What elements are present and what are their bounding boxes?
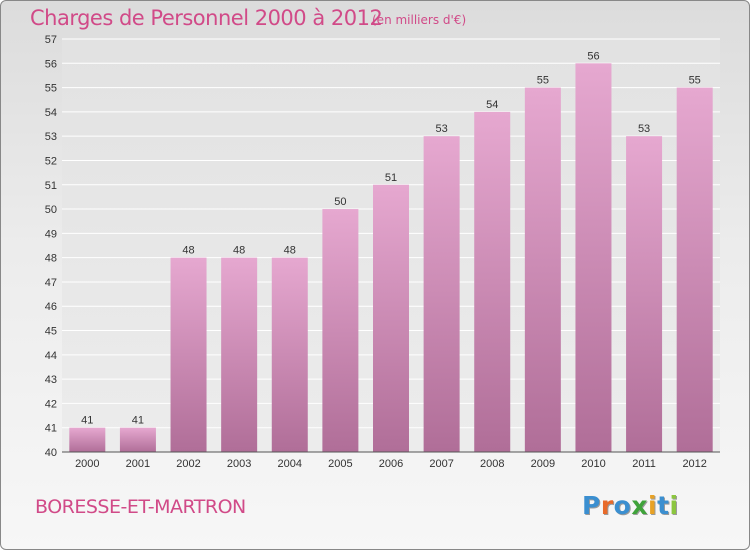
bar [119,427,156,452]
x-tick-label: 2009 [531,458,555,470]
bars [69,63,713,453]
y-tick-label: 47 [45,277,57,289]
x-tick-label: 2005 [328,458,352,470]
data-labels: 41 41 48 48 48 50 51 53 54 55 56 53 55 [81,50,701,426]
bar [221,257,258,452]
x-tick-label: 2008 [480,458,504,470]
y-tick-label: 54 [45,107,57,119]
x-tick-label: 2006 [379,458,403,470]
data-label: 51 [385,172,397,184]
x-tick-label: 2002 [176,458,200,470]
x-tick-label: 2004 [278,458,302,470]
logo-letter: i [669,491,679,520]
bar [170,257,207,452]
data-label: 53 [435,123,447,135]
data-label: 48 [233,245,245,257]
x-axis-labels: 2000 2001 2002 2003 2004 2005 2006 2007 2008 2009… [75,458,707,470]
y-tick-label: 46 [45,301,57,313]
y-tick-label: 53 [45,131,57,143]
data-label: 48 [182,245,194,257]
x-tick-label: 2011 [632,458,656,470]
data-label: 50 [334,196,346,208]
y-tick-label: 48 [45,253,57,265]
logo-letter: i [648,491,658,520]
y-tick-label: 55 [45,83,57,95]
y-tick-label: 45 [45,326,57,338]
x-tick-label: 2000 [75,458,99,470]
x-tick-label: 2001 [126,458,150,470]
data-label: 54 [486,99,498,111]
data-label: 55 [537,75,549,87]
x-tick-label: 2003 [227,458,251,470]
logo-letter: x [631,491,648,520]
data-label: 48 [284,245,296,257]
data-label: 41 [132,415,144,427]
data-label: 56 [587,50,599,62]
y-tick-label: 40 [45,447,57,459]
chart-subtitle: (en milliers d'€) [372,13,467,27]
x-tick-label: 2010 [581,458,605,470]
bar [575,63,612,452]
y-tick-label: 41 [45,423,57,435]
bar [626,136,663,453]
logo-letter: t [657,491,670,520]
logo-letter: o [613,491,632,520]
y-tick-label: 49 [45,228,57,240]
x-tick-label: 2007 [429,458,453,470]
bar [524,87,561,453]
data-label: 53 [638,123,650,135]
data-label: 55 [689,75,701,87]
data-label: 41 [81,415,93,427]
chart-title: Charges de Personnel 2000 à 2012 [30,6,383,30]
commune-name: BORESSE-ET-MARTRON [35,496,246,518]
y-tick-label: 50 [45,204,57,216]
logo-letter: r [600,491,614,520]
bar [271,257,308,452]
y-tick-label: 52 [45,155,57,167]
y-tick-label: 56 [45,58,57,70]
logo-letter: P [582,491,601,520]
y-axis-labels: 40 41 42 43 44 45 46 47 48 49 50 51 52 53 54 55 56 57 [45,34,57,459]
y-tick-label: 51 [45,180,57,192]
y-tick-label: 44 [45,350,57,362]
bar [676,87,713,453]
bar [69,427,106,452]
bar [322,209,359,452]
x-tick-label: 2012 [682,458,706,470]
y-tick-label: 42 [45,398,57,410]
bar [423,136,460,453]
bar [474,111,511,452]
proxiti-logo[interactable]: Proxiti [582,491,679,520]
bar [373,184,409,452]
y-tick-label: 43 [45,374,57,386]
y-tick-label: 57 [45,34,57,46]
